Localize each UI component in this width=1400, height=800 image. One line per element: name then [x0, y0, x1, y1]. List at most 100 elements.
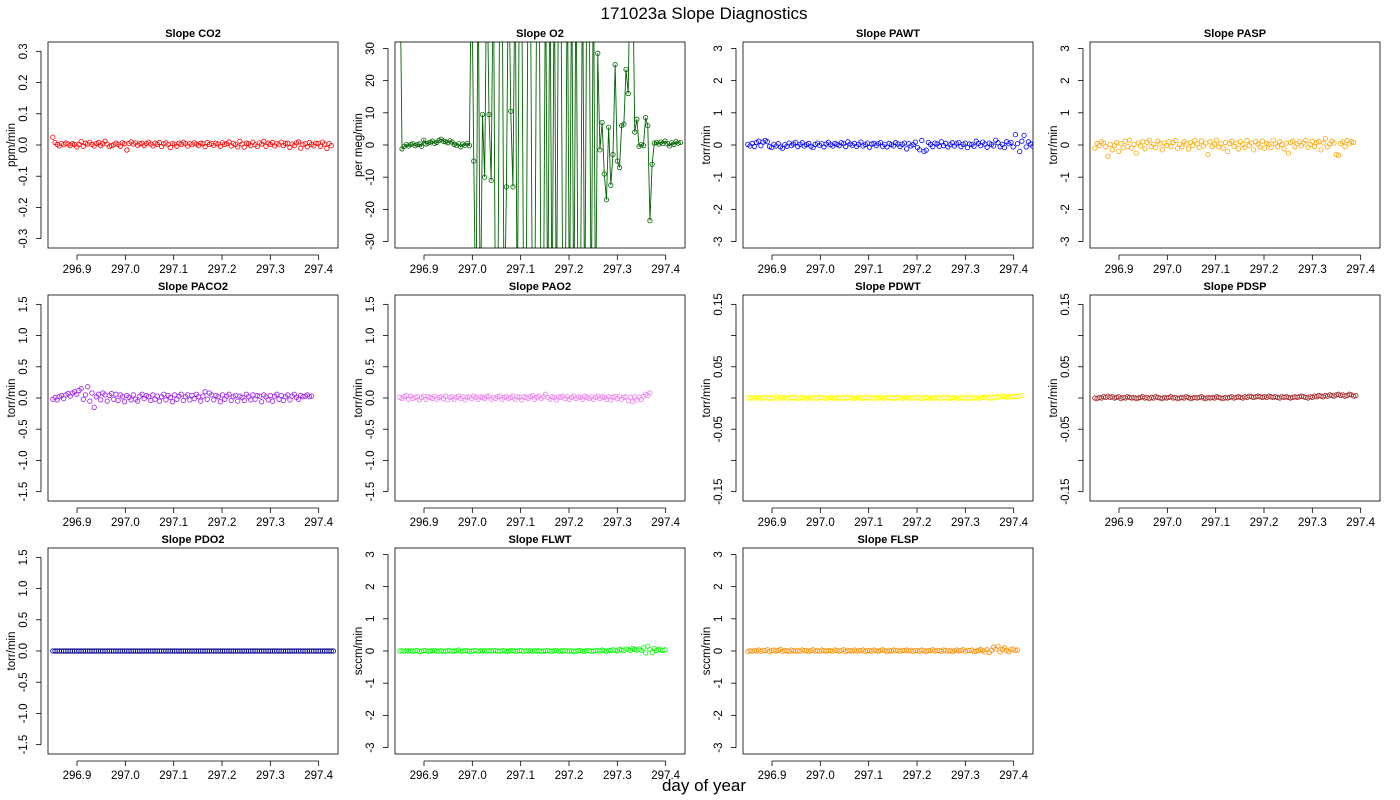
slope-o2-point	[541, 336, 545, 340]
slope-o2-point	[418, 143, 425, 149]
slope-pasp-point	[1320, 140, 1326, 146]
slope-paco2-y-tick-label: 1.0	[18, 328, 30, 344]
slope-flwt-y-tick-label: 3	[365, 551, 377, 557]
slope-o2-x-tick-label: 297.1	[506, 264, 535, 276]
slope-co2-point	[137, 141, 143, 147]
slope-pdo2-y-tick-label: -1.0	[18, 704, 30, 724]
slope-paco2-x-tick-label: 297.2	[208, 517, 237, 529]
slope-pao2-plot-frame	[394, 294, 686, 502]
slope-o2-series	[399, 42, 684, 340]
slope-pdsp-x-tick-label: 297.1	[1201, 517, 1230, 529]
slope-pdo2-x-tick-label: 297.4	[304, 770, 333, 782]
slope-paco2-point	[82, 392, 89, 398]
slope-pawt-point	[971, 143, 977, 149]
slope-pasp-point	[1231, 143, 1237, 149]
slope-paco2-point	[200, 393, 206, 399]
slope-o2-point	[572, 336, 576, 340]
slope-pdo2-point	[330, 648, 337, 654]
slope-pdo2-x-tick-label: 297.0	[111, 770, 140, 782]
slope-co2-point	[243, 140, 250, 146]
slope-o2-point	[623, 66, 629, 72]
slope-o2-y-axis-label: per meg/min	[353, 113, 365, 177]
slope-paco2-point	[80, 396, 86, 402]
slope-paco2-point	[78, 386, 84, 392]
slope-paco2-point	[189, 392, 195, 399]
slope-pasp-point	[1235, 146, 1241, 152]
slope-pasp-point	[1172, 137, 1178, 144]
slope-pdsp-y-tick-label: -0.05	[1060, 416, 1072, 442]
slope-pao2-x-tick-label: 296.9	[410, 517, 439, 529]
slope-co2-point	[261, 138, 267, 144]
slope-pasp-point	[1333, 152, 1339, 158]
slope-pdsp-series	[1092, 391, 1359, 402]
slope-pasp-point	[1122, 138, 1128, 144]
slope-co2-point	[80, 143, 86, 149]
slope-pasp-y-tick-label: -1	[1060, 172, 1072, 182]
slope-co2-series	[50, 134, 334, 153]
slope-paco2-point	[91, 404, 97, 410]
slope-o2-point	[640, 143, 647, 149]
slope-pdwt-y-tick-label: 0.05	[713, 356, 725, 378]
slope-o2-point	[576, 336, 580, 340]
slope-pasp-point	[1281, 146, 1287, 152]
slope-o2-point	[478, 336, 482, 340]
slope-paco2-point	[87, 398, 93, 404]
slope-pasp-point	[1303, 137, 1309, 144]
slope-co2-point	[50, 134, 56, 140]
slope-pao2-point	[621, 394, 627, 400]
slope-o2-title: Slope O2	[516, 28, 564, 40]
slope-paco2-point	[259, 399, 265, 405]
slope-flwt-point	[643, 650, 649, 656]
slope-paco2-point	[113, 391, 119, 397]
slope-pasp-point	[1290, 138, 1296, 144]
slope-pdo2-x-tick-label: 297.2	[208, 770, 237, 782]
slope-flsp-y-tick-label: -1	[713, 678, 725, 688]
slope-o2-point	[508, 108, 514, 114]
slope-o2-panel: Slope O2 296.9 297.0 297.1 297.2 297.3 297.4 -3…	[353, 28, 686, 340]
slope-o2-point	[522, 336, 526, 340]
slope-pasp-x-tick-label: 297.2	[1250, 264, 1279, 276]
slope-co2-point	[313, 140, 319, 146]
slope-pasp-point	[1305, 144, 1311, 151]
figure-x-axis-label: day of year	[662, 776, 746, 795]
slope-pasp-point	[1285, 150, 1292, 156]
slope-pawt-series	[745, 132, 1033, 155]
slope-co2-title: Slope CO2	[165, 28, 221, 40]
slope-o2-point	[583, 336, 587, 340]
slope-paco2-x-tick-label: 297.0	[111, 517, 140, 529]
slope-co2-point	[296, 139, 302, 145]
slope-flsp-x-tick-label: 296.9	[758, 770, 787, 782]
slope-paco2-point	[267, 392, 273, 399]
slope-flwt-x-tick-label: 296.9	[410, 770, 439, 782]
slope-pao2-point	[627, 394, 633, 400]
slope-pawt-y-tick-label: -1	[713, 172, 725, 182]
slope-pasp-point	[1344, 137, 1350, 144]
slope-paco2-x-tick-label: 297.4	[304, 517, 333, 529]
slope-pao2-point	[477, 394, 483, 400]
slope-pasp-point	[1192, 137, 1198, 144]
slope-flwt-point	[640, 645, 647, 651]
slope-paco2-point	[111, 396, 117, 402]
slope-o2-point	[567, 336, 571, 340]
slope-co2-point	[317, 143, 323, 149]
slope-pawt-point	[793, 139, 799, 146]
slope-pao2-point	[629, 399, 636, 405]
slope-paco2-point	[85, 384, 91, 390]
slope-paco2-point	[180, 397, 186, 404]
slope-flsp-y-tick-label: -3	[713, 742, 725, 752]
slope-pawt-point	[938, 139, 945, 145]
slope-pasp-point	[1283, 140, 1289, 146]
slope-pdo2-x-tick-label: 297.3	[256, 770, 285, 782]
slope-paco2-point	[156, 398, 163, 404]
slope-co2-point	[254, 143, 260, 150]
slope-pawt-x-tick-label: 297.2	[903, 264, 932, 276]
slope-flsp-y-axis-label: sccm/min	[701, 627, 713, 676]
slope-co2-x-tick-label: 297.1	[159, 264, 188, 276]
slope-paco2-point	[296, 396, 302, 402]
slope-paco2-point	[222, 396, 228, 402]
slope-flwt-x-tick-label: 297.2	[555, 770, 584, 782]
slope-co2-panel: Slope CO2 296.9 297.0 297.1 297.2 297.3 297.4 -…	[6, 28, 339, 276]
slope-o2-point	[554, 336, 558, 340]
slope-pdwt-y-tick-label: -0.15	[713, 479, 725, 505]
slope-paco2-point	[287, 397, 293, 403]
